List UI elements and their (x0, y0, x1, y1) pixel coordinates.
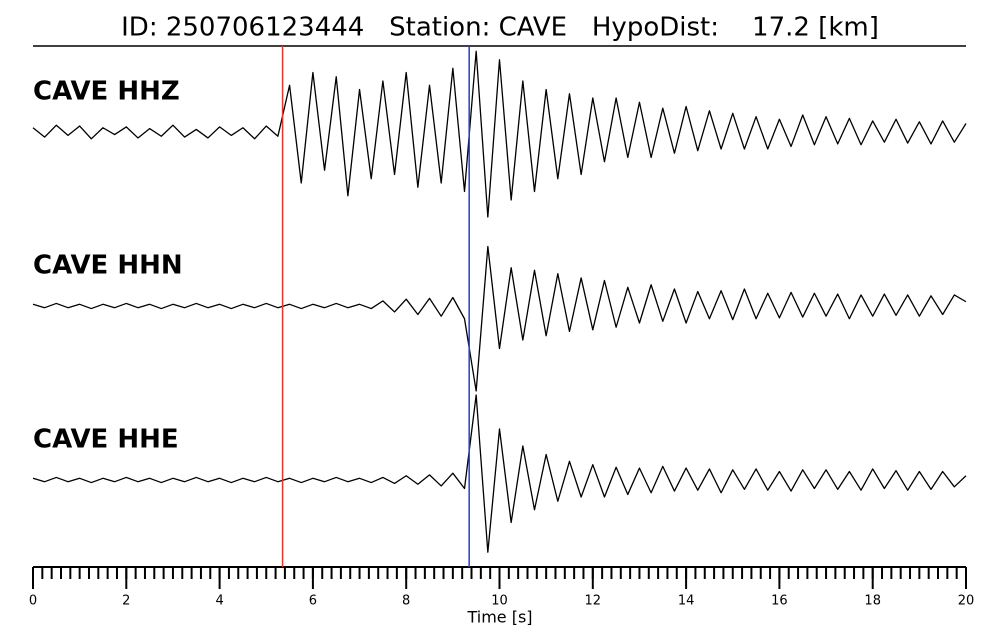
x-tick-label: 18 (864, 594, 881, 609)
x-tick-label: 4 (215, 594, 223, 609)
waveform (32, 50, 967, 218)
x-tick-label: 2 (122, 594, 130, 609)
waveform (32, 245, 967, 392)
x-tick-label: 16 (771, 594, 788, 609)
trace-label: CAVE HHN (33, 251, 183, 281)
x-tick-label: 12 (585, 594, 602, 609)
trace-label: CAVE HHE (33, 425, 179, 455)
x-tick-label: 10 (491, 594, 508, 609)
x-tick-label: 14 (678, 594, 695, 609)
trace-label: CAVE HHZ (33, 77, 180, 107)
x-tick-label: 0 (29, 594, 37, 609)
waveform (32, 394, 967, 553)
chart-title: ID: 250706123444 Station: CAVE HypoDist:… (121, 13, 879, 43)
x-tick-label: 20 (958, 594, 975, 609)
x-axis-label: Time [s] (466, 608, 532, 627)
x-tick-label: 6 (309, 594, 317, 609)
x-tick-label: 8 (402, 594, 410, 609)
